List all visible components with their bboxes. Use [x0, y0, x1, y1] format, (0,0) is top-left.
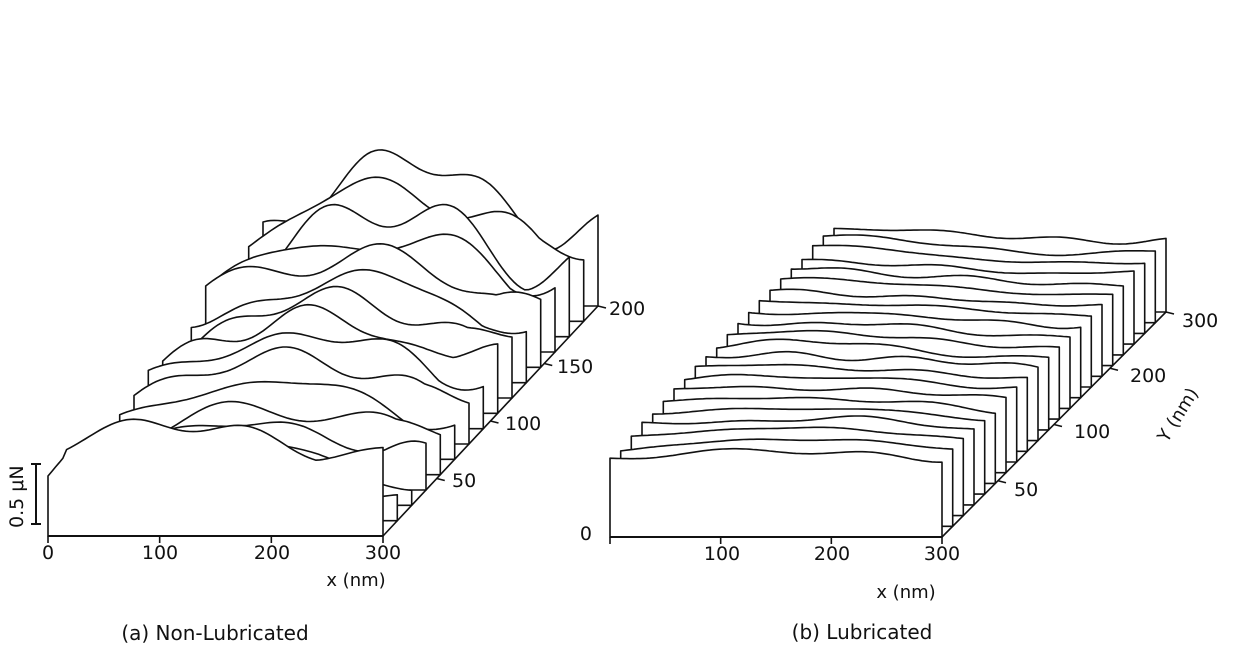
x-tick-b-2: 300: [924, 543, 960, 565]
scale-bar: 0.5 μN: [6, 463, 41, 528]
y-tick-b-0: 50: [1014, 479, 1038, 501]
force-profiles-b: [609, 227, 1167, 538]
y-tick-b-1: 100: [1074, 421, 1110, 443]
y-tick-a-3: 200: [609, 298, 645, 320]
profile-b-0: [609, 447, 943, 538]
y-tick-b-2: 200: [1130, 365, 1166, 387]
x-axis-title-a: x (nm): [326, 570, 385, 591]
scale-bar-label: 0.5 μN: [6, 465, 28, 528]
tick-marks-a: [47, 305, 607, 543]
y-tick-a-1: 100: [505, 413, 541, 435]
y-tickmark-a-1: [436, 477, 445, 482]
y-tickmark-b-2: [1053, 423, 1063, 428]
x-tick-b-0: 100: [704, 543, 740, 565]
tick-marks-b: [609, 311, 1175, 544]
y-tickmark-a-4: [597, 305, 607, 309]
y-tick-a-0: 50: [452, 470, 476, 492]
x-tick-a-1: 100: [142, 542, 178, 564]
y-tickmark-a-2: [490, 420, 499, 424]
x-tick-a-3: 300: [365, 542, 401, 564]
caption-b: (b) Lubricated: [792, 620, 933, 644]
y-tickmark-b-3: [1109, 367, 1119, 372]
z-tick-b-0: 0: [580, 523, 592, 545]
y-tickmark-b-4: [1165, 311, 1175, 315]
y-tickmark-a-3: [544, 362, 553, 367]
x-tick-a-0: 0: [42, 542, 54, 564]
force-profiles-a: [47, 149, 599, 537]
x-tick-a-2: 200: [254, 542, 290, 564]
y-tick-a-2: 150: [557, 356, 593, 378]
x-axis-title-b: x (nm): [876, 582, 935, 603]
panel-non-lubricated: 0.5 μN 0 100 200 300 50 100 150 200 x (n…: [6, 149, 645, 645]
caption-a: (a) Non-Lubricated: [121, 621, 308, 645]
panel-lubricated: 0 100 200 300 50 100 200 300 Y (nm) x (n…: [580, 227, 1218, 644]
x-tick-b-1: 200: [814, 543, 850, 565]
profile-a-0: [47, 418, 384, 537]
y-tick-b-3: 300: [1182, 310, 1218, 332]
y-tickmark-b-1: [997, 479, 1007, 484]
y-axis-title-b: Y (nm): [1153, 384, 1203, 447]
